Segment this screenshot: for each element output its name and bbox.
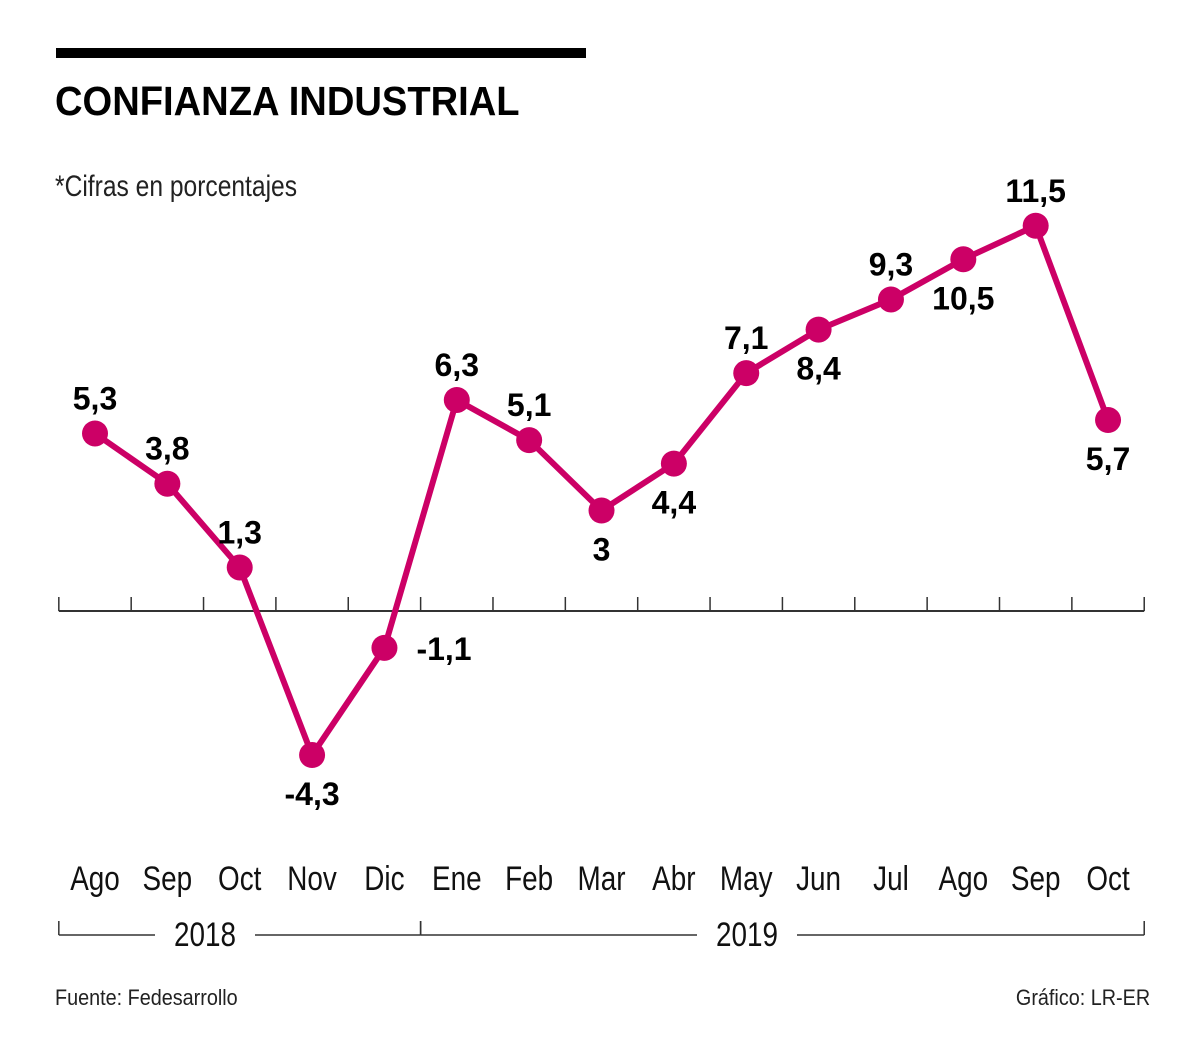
data-point: [299, 742, 326, 769]
data-label: 7,1: [724, 320, 768, 356]
month-label: Dic: [364, 859, 404, 897]
month-label: Oct: [1086, 859, 1130, 897]
data-points: [82, 212, 1122, 769]
data-label: 10,5: [932, 280, 994, 316]
month-label: Jul: [873, 859, 909, 897]
data-label: 6,3: [435, 347, 479, 383]
data-label: 4,4: [652, 485, 697, 521]
x-axis: [58, 597, 1145, 612]
data-point: [1095, 407, 1122, 434]
data-label: 5,3: [73, 380, 117, 416]
data-point: [371, 634, 398, 661]
data-point: [516, 427, 543, 454]
month-label: Ene: [432, 859, 482, 897]
month-label: Mar: [578, 859, 626, 897]
data-label: 1,3: [217, 514, 261, 550]
data-label: 9,3: [869, 246, 913, 282]
month-label: May: [720, 859, 773, 897]
data-point: [805, 316, 832, 343]
month-label: Ago: [70, 859, 120, 897]
data-point: [226, 554, 253, 581]
year-brackets: 2018 2019: [58, 915, 1145, 954]
data-point: [733, 360, 760, 387]
data-point: [154, 470, 181, 497]
chart-title: CONFIANZA INDUSTRIAL: [55, 78, 520, 124]
data-label: -4,3: [285, 776, 340, 812]
data-label: 5,7: [1086, 441, 1130, 477]
year-label: 2019: [716, 915, 778, 953]
data-label: 11,5: [1005, 173, 1066, 209]
month-label: Feb: [505, 859, 553, 897]
data-point: [82, 420, 108, 447]
data-label: 3: [593, 532, 611, 568]
data-label: 8,4: [796, 351, 841, 387]
month-tick-labels: Ago Sep Oct Nov Dic Ene Feb Mar Abr May Jun Jul Ago S…: [70, 859, 1130, 897]
data-point: [1022, 212, 1049, 239]
credit-note: Gráfico: LR-ER: [1015, 985, 1150, 1010]
month-label: Sep: [1011, 859, 1061, 897]
data-labels: 5,3 3,8 1,3 -4,3 -1,1 6,3 5,1 3 4,4 7,1 8,4 9,3 10,5…: [73, 173, 1131, 812]
data-label: 5,1: [507, 387, 551, 423]
month-label: Sep: [143, 859, 193, 897]
data-label: 3,8: [145, 431, 189, 467]
source-note: Fuente: Fedesarrollo: [55, 985, 238, 1010]
data-point: [660, 450, 687, 477]
year-label: 2018: [174, 915, 236, 953]
data-point: [877, 286, 904, 313]
data-label: -1,1: [416, 631, 471, 667]
month-label: Abr: [652, 859, 695, 897]
month-label: Oct: [218, 859, 262, 897]
data-point: [443, 386, 470, 413]
title-bar-rule: [56, 48, 586, 58]
month-label: Nov: [287, 859, 337, 897]
data-point: [588, 497, 615, 524]
data-point: [950, 246, 977, 273]
month-label: Jun: [796, 859, 841, 897]
month-label: Ago: [939, 859, 989, 897]
chart-subtitle: *Cifras en porcentajes: [55, 170, 298, 203]
